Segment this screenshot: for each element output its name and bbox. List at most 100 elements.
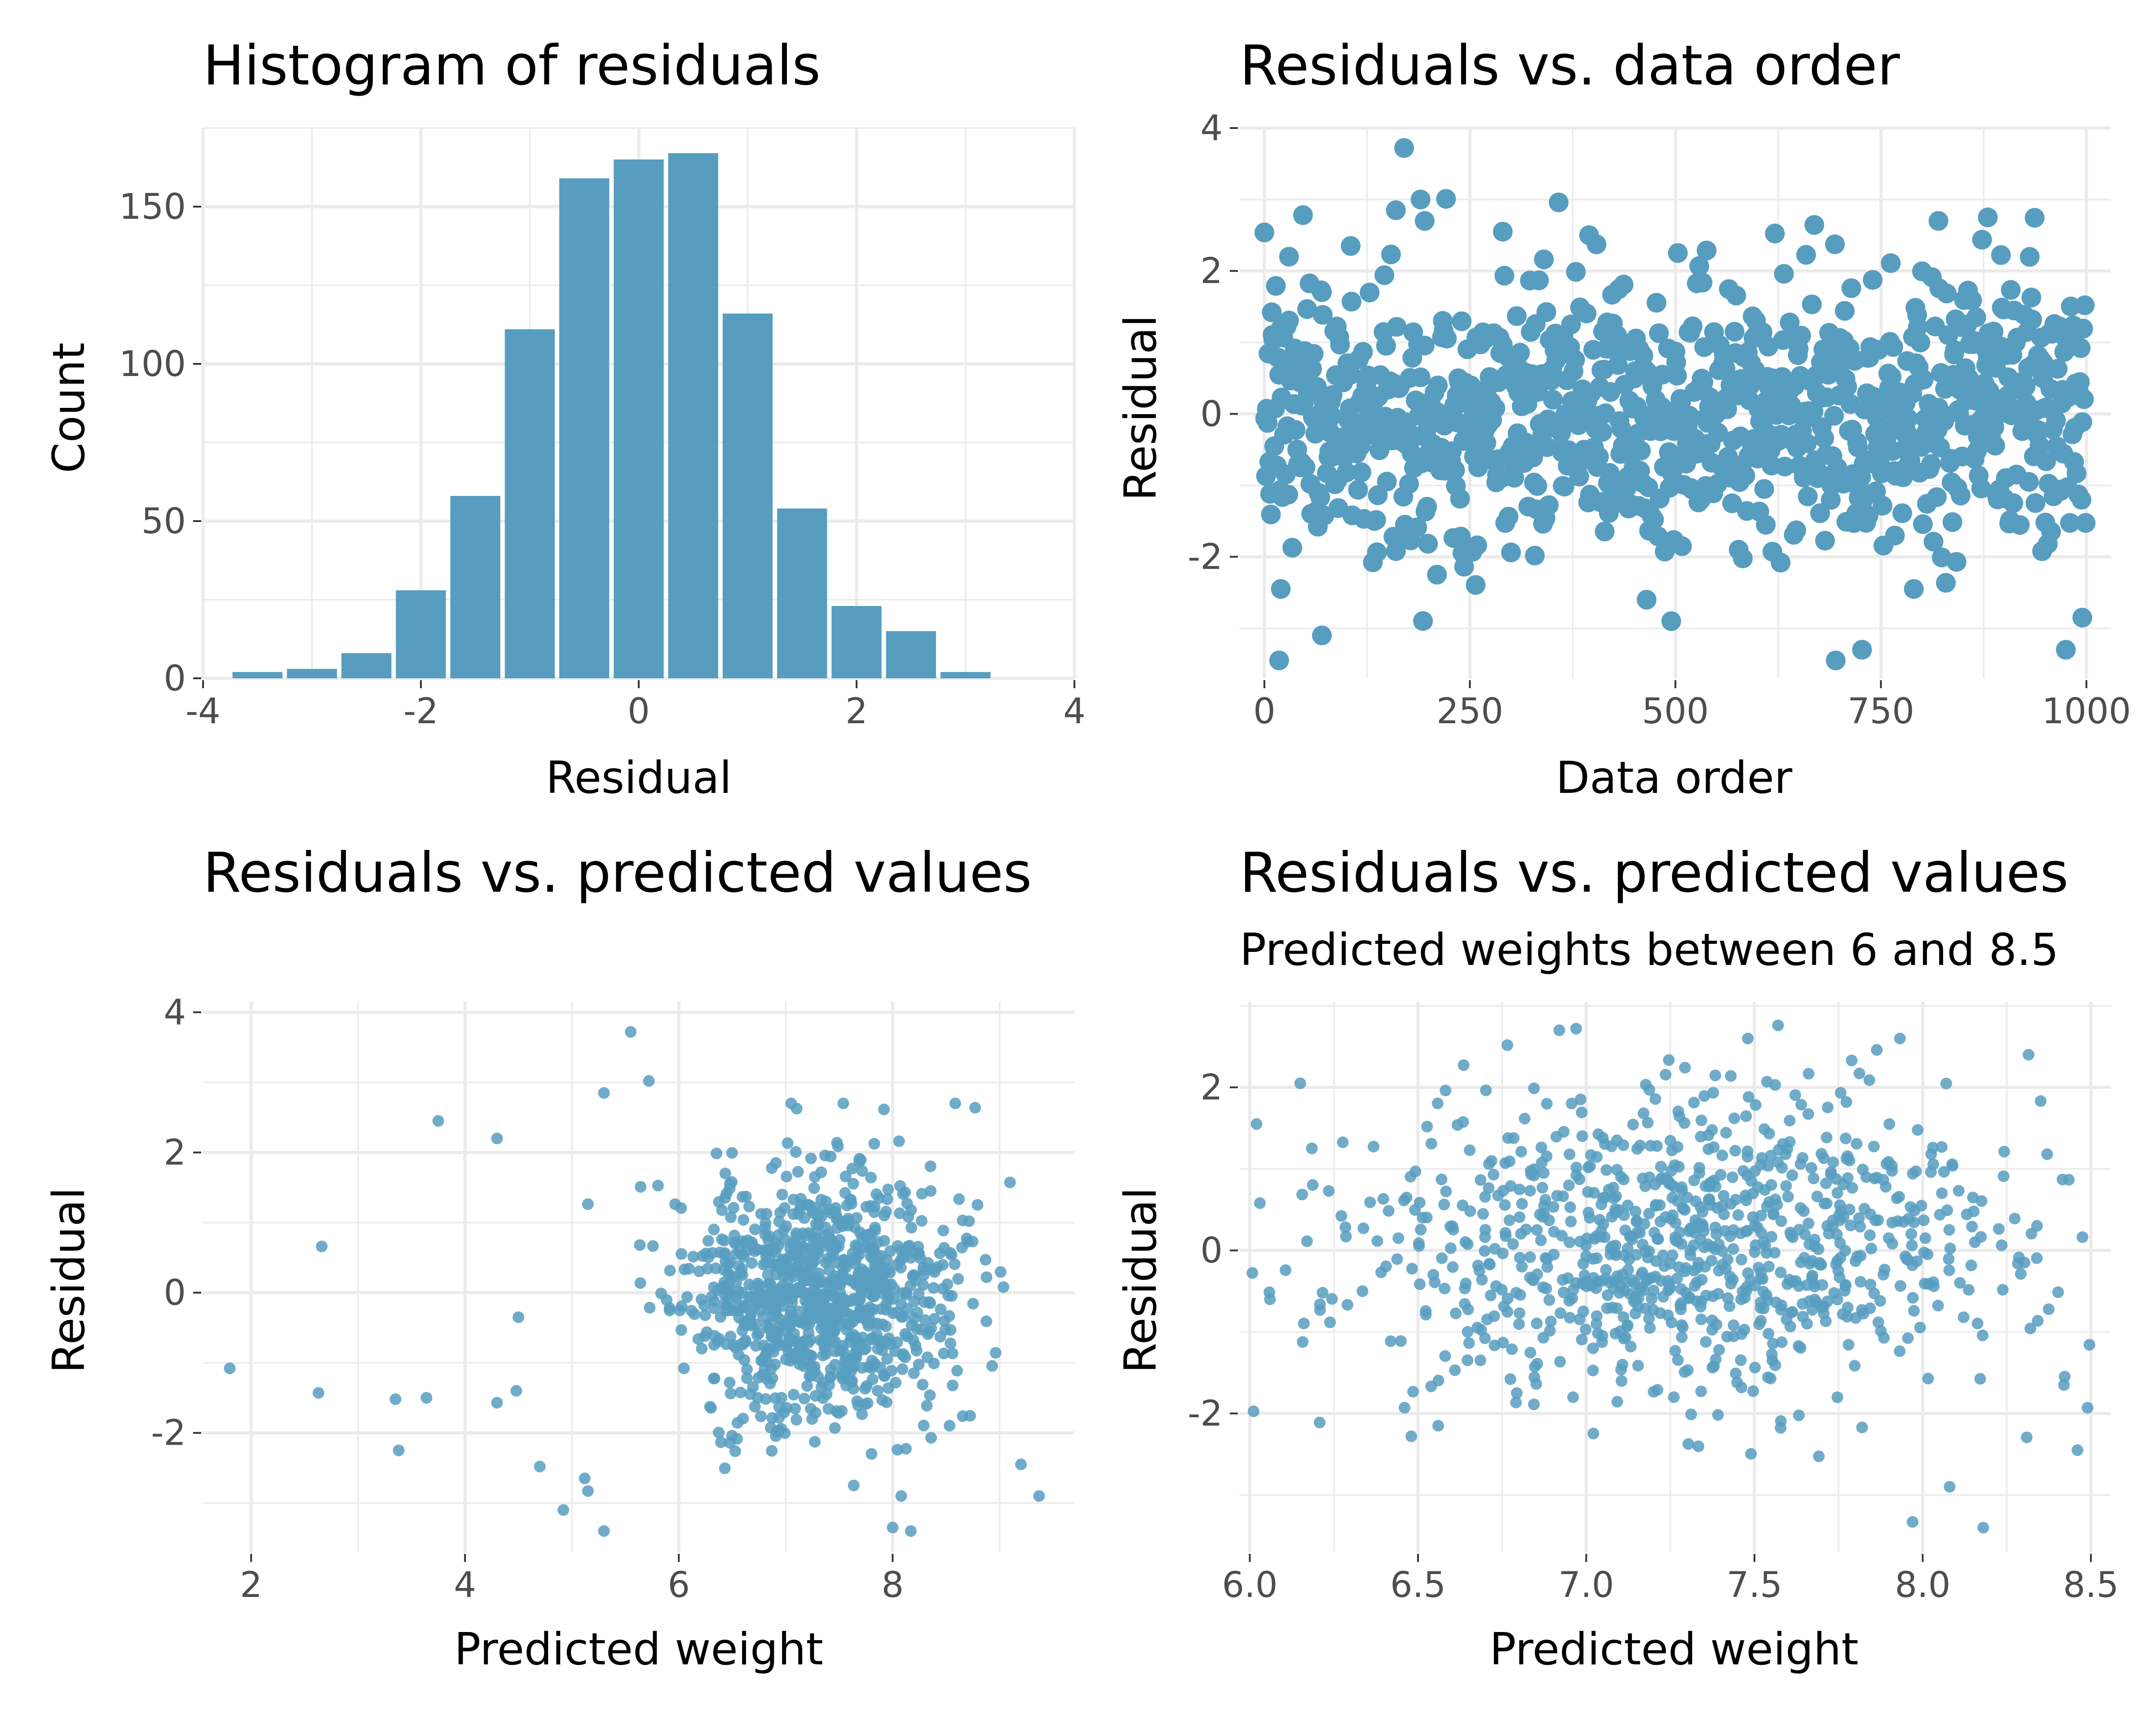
predicted-data-point [877,1338,889,1350]
predicted-zoom-data-point [1747,1211,1759,1223]
predicted-data-point [793,1241,805,1253]
predicted-data-point [866,1448,878,1460]
predicted-zoom-data-point [1940,1078,1952,1089]
predicted-zoom-data-point [1536,1181,1548,1194]
predicted-data-point [924,1160,937,1172]
predicted-data-point [557,1504,570,1516]
data-order-points [1254,138,2096,671]
predicted-zoom-data-point [1993,1223,2005,1235]
predicted-data-point [911,1306,923,1318]
predicted-data-point [921,1351,933,1363]
predicted-zoom-data-point [1918,1247,1930,1259]
predicted-title: Residuals vs. predicted values [203,841,1032,905]
data-order-data-point [1595,522,1615,542]
predicted-zoom-data-point [1507,1238,1519,1250]
data-order-data-point [1376,336,1396,356]
histogram-x-tick-label: 0 [627,691,650,732]
data-order-data-point [2071,338,2091,358]
predicted-zoom-data-point [1745,1175,1757,1187]
predicted-zoom-data-point [1564,1236,1576,1248]
data-order-data-point [1904,579,1924,599]
predicted-y-tick-label: 0 [163,1273,186,1314]
predicted-zoom-data-point [1513,1318,1525,1330]
predicted-zoom-data-point [1894,1345,1906,1357]
predicted-data-point [919,1314,931,1326]
data-order-data-point [1399,474,1419,494]
predicted-zoom-data-point [1894,1032,1906,1044]
predicted-zoom-data-point [1735,1354,1747,1366]
predicted-data-point [808,1182,820,1194]
predicted-zoom-data-point [1863,1074,1875,1086]
predicted-zoom-data-point [1531,1318,1543,1330]
data-order-data-point [1825,234,1845,254]
predicted-data-point [865,1235,877,1247]
predicted-data-point [815,1381,827,1393]
predicted-zoom-data-point [1728,1112,1741,1124]
predicted-zoom-data-point [1742,1267,1754,1279]
predicted-zoom-data-point [1679,1366,1691,1378]
data-order-data-point [1692,273,1713,292]
predicted-data-point [698,1300,710,1311]
data-order-data-point [1774,264,1794,284]
predicted-data-point [713,1333,725,1345]
predicted-zoom-data-point [1630,1215,1643,1227]
predicted-panel: 2 4 6 8 -2 0 2 4 Residuals vs. predicted values… [44,841,1074,1675]
predicted-data-point [969,1101,981,1114]
predicted-zoom-data-point [1621,1199,1634,1212]
predicted-data-point [855,1304,867,1316]
data-order-data-point [1561,314,1581,335]
predicted-data-point [895,1261,907,1274]
predicted-zoom-data-point [2021,1431,2033,1443]
predicted-zoom-data-point [1706,1124,1718,1136]
predicted-zoom-data-point [1797,1152,1809,1164]
predicted-zoom-data-point [1638,1107,1650,1119]
data-order-y-tick-label: -2 [1188,537,1223,578]
data-order-data-point [1881,253,1901,273]
data-order-data-point [2019,247,2040,267]
predicted-zoom-data-point [1900,1250,1911,1262]
data-order-data-point [2024,208,2045,228]
predicted-zoom-data-point [1580,1250,1592,1262]
predicted-zoom-data-point [1632,1360,1644,1371]
data-order-data-point [1679,406,1700,426]
data-order-data-point [2025,493,2046,513]
data-order-data-point [1297,299,1317,319]
data-order-data-point [1528,382,1548,402]
predicted-data-point [953,1193,965,1205]
predicted-zoom-data-point [1503,1214,1515,1226]
predicted-data-point [980,1254,992,1266]
predicted-zoom-data-point [1663,1054,1675,1066]
predicted-y-tick-label: 2 [163,1133,186,1173]
predicted-data-point [719,1462,731,1474]
predicted-x-tick-label: 8 [882,1565,904,1606]
data-order-data-point [1791,326,1811,346]
predicted-zoom-data-point [1563,1295,1575,1307]
predicted-zoom-title: Residuals vs. predicted values [1240,841,2068,905]
predicted-data-point [823,1264,835,1276]
data-order-data-point [1367,542,1387,562]
predicted-data-point [905,1525,917,1537]
predicted-zoom-data-point [1739,1292,1751,1304]
predicted-zoom-data-point [1606,1301,1618,1314]
predicted-zoom-data-point [1767,1208,1780,1220]
predicted-data-point [907,1270,919,1282]
data-order-data-point [1631,441,1651,461]
predicted-data-point [724,1177,736,1190]
predicted-zoom-data-point [1812,1243,1825,1255]
data-order-data-point [1771,553,1791,573]
data-order-x-tick-label: 750 [1847,691,1914,732]
predicted-zoom-data-point [1975,1231,1987,1243]
predicted-data-point [749,1401,761,1413]
data-order-data-point [1824,406,1844,426]
predicted-zoom-data-point [1831,1228,1843,1240]
predicted-data-point [967,1298,979,1310]
predicted-zoom-data-point [1617,1173,1630,1185]
predicted-data-point [747,1381,759,1393]
data-order-data-point [1295,457,1316,477]
predicted-data-point [928,1282,940,1294]
predicted-data-point [972,1199,984,1211]
predicted-data-point [964,1410,976,1422]
predicted-zoom-data-point [1377,1193,1389,1205]
predicted-zoom-data-point [1855,1276,1867,1288]
data-order-data-point [1279,310,1299,331]
